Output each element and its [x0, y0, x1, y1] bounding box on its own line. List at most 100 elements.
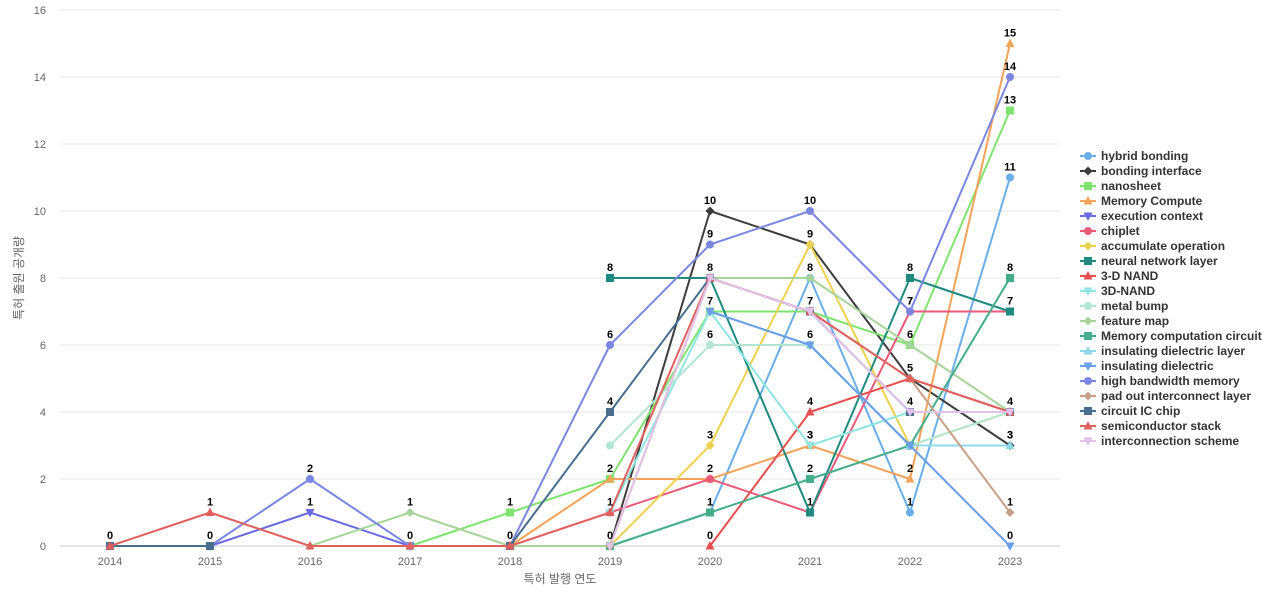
- data-point[interactable]: [905, 340, 915, 350]
- series-line: [209, 511, 411, 547]
- data-point[interactable]: [906, 508, 914, 517]
- data-point[interactable]: [806, 207, 814, 215]
- legend-item[interactable]: execution context: [1080, 209, 1203, 223]
- data-label: 7: [1007, 296, 1013, 308]
- data-point[interactable]: [1006, 307, 1014, 316]
- y-tick-label: 4: [40, 407, 46, 419]
- legend-label: pad out interconnect layer: [1101, 389, 1251, 403]
- legend-item[interactable]: 3D-NAND: [1080, 284, 1155, 298]
- data-point[interactable]: [805, 341, 815, 351]
- data-point[interactable]: [605, 542, 615, 552]
- data-point[interactable]: [305, 541, 315, 550]
- data-point[interactable]: [1005, 440, 1015, 450]
- data-point[interactable]: [1006, 173, 1014, 182]
- data-point[interactable]: [905, 442, 915, 451]
- legend-item[interactable]: neural network layer: [1080, 254, 1218, 268]
- legend-label: chiplet: [1101, 224, 1140, 238]
- data-label: 9: [807, 229, 813, 241]
- data-point[interactable]: [205, 507, 215, 517]
- legend-marker: [1084, 182, 1092, 190]
- legend-marker: [1083, 166, 1093, 176]
- data-point[interactable]: [606, 441, 614, 450]
- data-point[interactable]: [706, 240, 714, 249]
- legend-item[interactable]: insulating dielectric layer: [1080, 344, 1245, 358]
- data-label: 3: [1007, 430, 1013, 442]
- data-point[interactable]: [505, 541, 515, 550]
- legend-item[interactable]: accumulate operation: [1080, 239, 1225, 253]
- data-point[interactable]: [906, 274, 914, 282]
- data-point[interactable]: [1005, 408, 1015, 418]
- data-point[interactable]: [405, 541, 415, 550]
- data-label: 8: [607, 262, 613, 274]
- legend-item[interactable]: circuit IC chip: [1080, 404, 1180, 418]
- y-tick-label: 14: [34, 72, 46, 84]
- data-point[interactable]: [806, 475, 814, 483]
- data-label: 1: [807, 497, 813, 509]
- legend-item[interactable]: feature map: [1080, 314, 1169, 328]
- legend-item[interactable]: hybrid bonding: [1080, 149, 1188, 163]
- data-point[interactable]: [705, 541, 715, 550]
- legend-item[interactable]: semiconductor stack: [1080, 419, 1221, 433]
- data-point[interactable]: [805, 273, 815, 283]
- data-point[interactable]: [1005, 542, 1015, 552]
- data-point[interactable]: [605, 474, 615, 483]
- data-point[interactable]: [1006, 274, 1014, 282]
- data-label: 3: [1007, 430, 1013, 442]
- data-point[interactable]: [905, 373, 915, 383]
- legend-item[interactable]: metal bump: [1080, 299, 1168, 313]
- data-point[interactable]: [705, 308, 715, 317]
- data-point[interactable]: [206, 542, 214, 550]
- legend-label: insulating dielectric: [1101, 359, 1214, 373]
- y-tick-label: 10: [34, 206, 46, 218]
- data-point[interactable]: [1005, 508, 1015, 517]
- data-point[interactable]: [805, 240, 815, 249]
- legend-item[interactable]: high bandwidth memory: [1080, 374, 1240, 388]
- data-point[interactable]: [805, 407, 815, 416]
- data-point[interactable]: [1005, 38, 1015, 48]
- data-label: 8: [1007, 262, 1013, 274]
- legend-item[interactable]: pad out interconnect layer: [1080, 389, 1251, 403]
- data-point[interactable]: [705, 441, 715, 450]
- legend-marker: [1083, 287, 1093, 296]
- data-point[interactable]: [506, 508, 514, 517]
- data-label: 1: [1007, 497, 1013, 509]
- data-label: 3: [707, 430, 713, 442]
- data-point[interactable]: [706, 508, 714, 517]
- data-point[interactable]: [706, 341, 714, 349]
- data-point[interactable]: [805, 442, 815, 451]
- data-point[interactable]: [405, 508, 415, 517]
- legend-item[interactable]: Memory computation circuit: [1080, 329, 1262, 343]
- legend-marker: [1084, 302, 1092, 310]
- data-point[interactable]: [706, 475, 714, 483]
- legend-item[interactable]: interconnection scheme: [1080, 434, 1239, 448]
- data-point[interactable]: [805, 308, 815, 317]
- data-point[interactable]: [306, 475, 314, 483]
- data-label: 0: [407, 530, 413, 542]
- data-point[interactable]: [105, 541, 115, 550]
- data-point[interactable]: [606, 408, 614, 416]
- data-point[interactable]: [1006, 73, 1014, 81]
- legend-item[interactable]: bonding interface: [1080, 164, 1202, 178]
- data-point[interactable]: [1006, 106, 1014, 115]
- legend-item[interactable]: nanosheet: [1080, 179, 1161, 193]
- data-point[interactable]: [905, 408, 915, 418]
- legend-label: accumulate operation: [1101, 239, 1225, 253]
- data-point[interactable]: [305, 509, 315, 518]
- legend-item[interactable]: Memory Compute: [1080, 194, 1203, 208]
- legend-item[interactable]: chiplet: [1080, 224, 1140, 238]
- data-point[interactable]: [606, 341, 614, 349]
- data-label: 0: [207, 530, 213, 542]
- data-point[interactable]: [606, 274, 614, 282]
- legend-marker: [1083, 241, 1093, 251]
- data-point[interactable]: [905, 474, 915, 483]
- data-point[interactable]: [705, 206, 715, 216]
- legend-item[interactable]: 3-D NAND: [1080, 269, 1159, 283]
- data-point[interactable]: [705, 274, 715, 284]
- data-point[interactable]: [605, 507, 615, 517]
- data-point[interactable]: [906, 307, 914, 316]
- data-point[interactable]: [806, 508, 814, 517]
- data-label: 6: [707, 329, 713, 341]
- legend-item[interactable]: insulating dielectric: [1080, 359, 1214, 373]
- legend-label: high bandwidth memory: [1101, 374, 1240, 388]
